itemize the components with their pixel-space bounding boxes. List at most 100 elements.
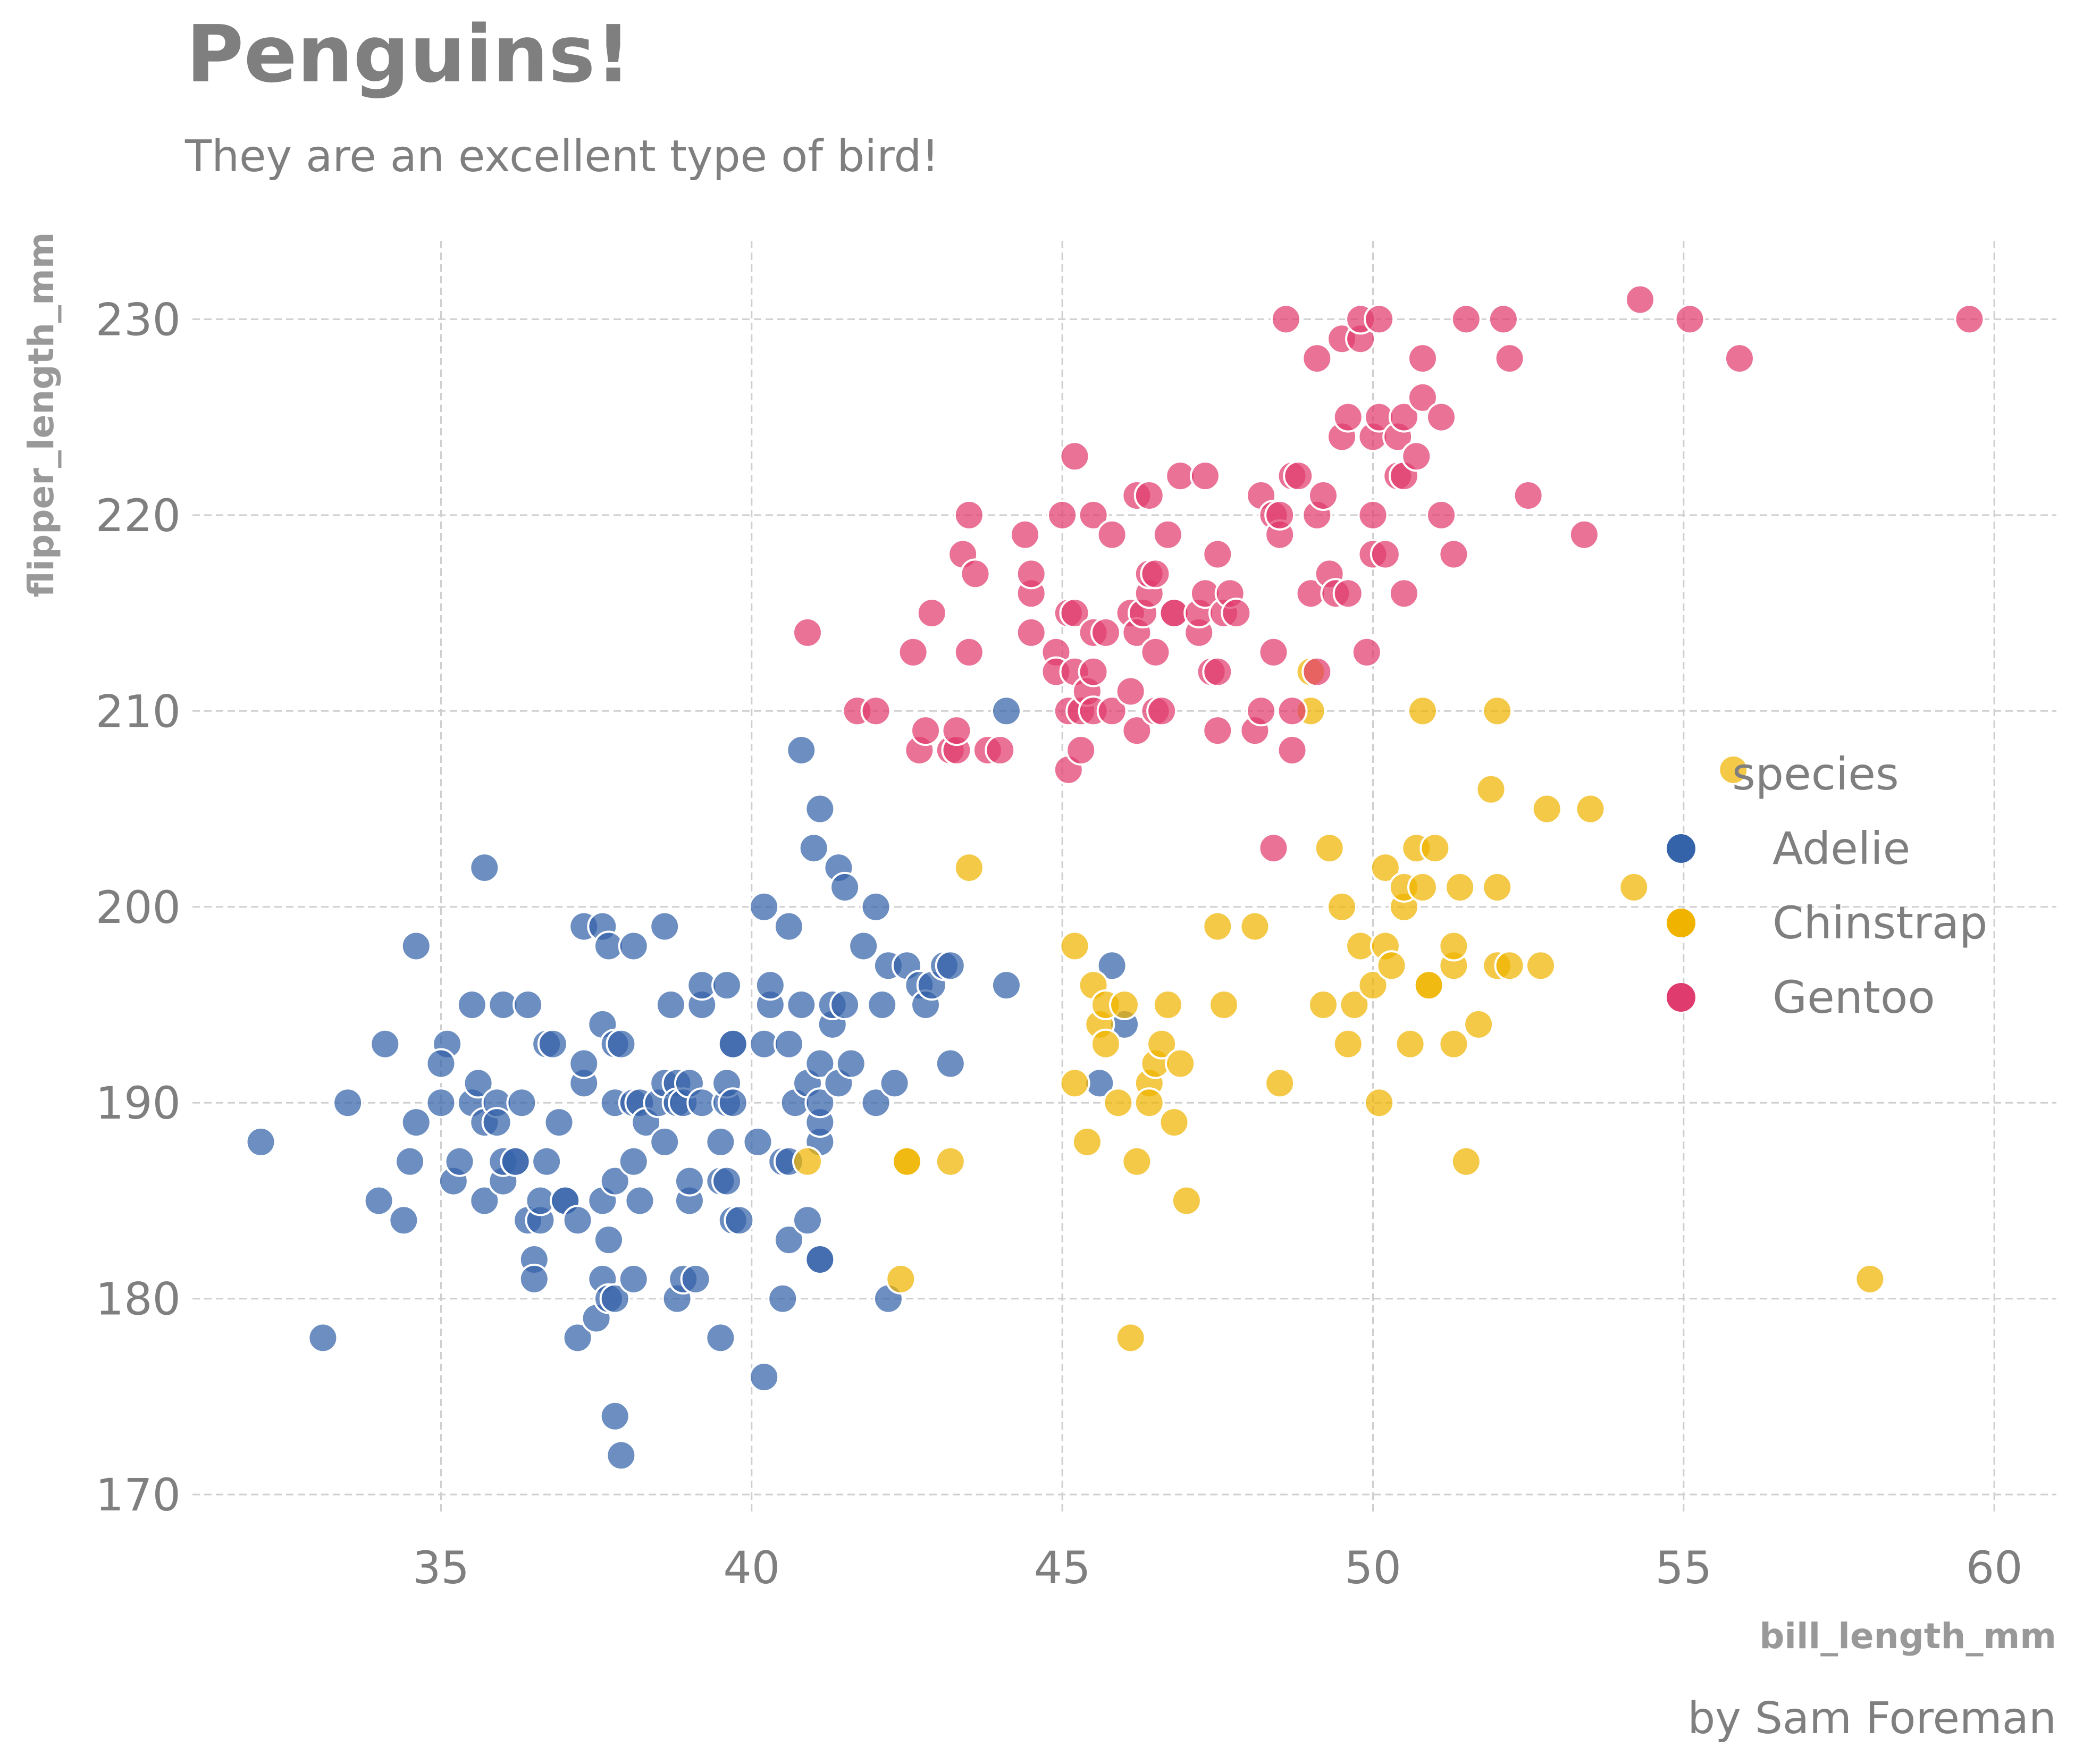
data-point-gentoo (953, 499, 985, 531)
data-point-adelie (649, 1126, 681, 1157)
data-point-gentoo (1426, 499, 1457, 531)
data-point-gentoo (1568, 519, 1600, 550)
data-point-gentoo (1264, 499, 1296, 531)
data-point-gentoo (1140, 558, 1171, 590)
data-point-chinstrap (792, 1146, 823, 1177)
data-point-chinstrap (1121, 1146, 1153, 1177)
data-point-adelie (935, 950, 966, 981)
data-point-adelie (990, 970, 1022, 1001)
data-point-adelie (786, 989, 817, 1020)
data-point-adelie (469, 1185, 500, 1216)
data-point-adelie (935, 1048, 966, 1079)
data-point-chinstrap (1413, 970, 1444, 1001)
data-point-adelie (425, 1048, 457, 1079)
data-point-adelie (537, 1028, 568, 1060)
data-point-gentoo (960, 558, 991, 590)
data-point-adelie (754, 970, 786, 1001)
data-point-chinstrap (1090, 1028, 1121, 1060)
data-point-chinstrap (1264, 1068, 1296, 1099)
data-point-gentoo (953, 636, 985, 668)
data-point-adelie (742, 1126, 774, 1157)
y-axis-tick-labels: 170 180 190 200 210 220 230 (96, 293, 181, 1521)
data-point-gentoo (1674, 304, 1706, 335)
data-point-adelie (388, 1205, 419, 1236)
data-point-adelie (245, 1126, 276, 1157)
data-point-gentoo (1426, 401, 1457, 433)
x-axis-label: bill_length_mm (1759, 1616, 2056, 1657)
data-point-gentoo (1270, 304, 1301, 335)
data-point-adelie (767, 1283, 799, 1314)
data-point-adelie (500, 1146, 531, 1177)
data-point-gentoo (1059, 598, 1090, 629)
legend-label-gentoo: Gentoo (1772, 971, 1935, 1023)
data-point-adelie (481, 1107, 513, 1138)
data-point-chinstrap (1482, 695, 1513, 727)
legend-label-adelie: Adelie (1772, 822, 1910, 875)
data-point-adelie (786, 735, 817, 766)
data-point-chinstrap (1133, 1087, 1165, 1119)
data-point-gentoo (1090, 617, 1121, 648)
data-point-gentoo (792, 617, 823, 648)
data-point-adelie (724, 1205, 755, 1236)
data-point-adelie (562, 1322, 593, 1354)
data-point-adelie (463, 1068, 494, 1099)
legend-marker-gentoo (1667, 983, 1695, 1012)
data-point-adelie (860, 1087, 892, 1119)
data-point-chinstrap (1531, 793, 1562, 825)
data-point-adelie (804, 1244, 836, 1275)
data-point-chinstrap (1158, 1107, 1190, 1138)
data-point-adelie (568, 1048, 600, 1079)
data-point-chinstrap (1307, 989, 1339, 1020)
data-point-gentoo (916, 598, 947, 629)
data-point-chinstrap (1394, 1028, 1426, 1060)
data-point-adelie (469, 852, 500, 884)
data-point-adelie (307, 1322, 339, 1354)
data-point-adelie (593, 1224, 625, 1256)
chart-title: Penguins! (186, 9, 631, 100)
data-point-chinstrap (1339, 989, 1370, 1020)
data-point-chinstrap (1171, 1185, 1202, 1216)
data-point-adelie (792, 1205, 823, 1236)
data-point-chinstrap (1071, 1126, 1103, 1157)
data-point-chinstrap (1103, 1087, 1134, 1119)
data-point-gentoo (897, 636, 929, 668)
data-point-adelie (860, 891, 892, 922)
data-point-adelie (394, 1146, 426, 1177)
data-point-gentoo (1283, 460, 1314, 492)
data-point-adelie (749, 1362, 780, 1393)
data-point-chinstrap (1575, 793, 1606, 825)
legend-marker-adelie (1667, 834, 1695, 863)
x-tick-label: 45 (1034, 1542, 1091, 1594)
data-point-chinstrap (1370, 852, 1401, 884)
data-point-adelie (363, 1185, 394, 1216)
x-axis-tick-labels: 35 40 45 50 55 60 (413, 1542, 2023, 1594)
data-point-gentoo (1332, 401, 1364, 433)
data-point-gentoo (1357, 499, 1389, 531)
data-point-gentoo (1407, 382, 1438, 413)
data-point-gentoo (1494, 343, 1525, 374)
data-point-gentoo (1724, 343, 1755, 374)
data-point-adelie (829, 989, 861, 1020)
y-tick-label: 220 (96, 490, 181, 542)
data-point-chinstrap (1475, 774, 1507, 805)
data-point-gentoo (1047, 499, 1078, 531)
data-point-adelie (680, 1263, 711, 1295)
y-tick-label: 180 (96, 1273, 181, 1325)
data-point-gentoo (1258, 833, 1289, 864)
data-point-adelie (867, 989, 898, 1020)
chart-caption: by Sam Foreman (1687, 1693, 2056, 1744)
x-tick-label: 55 (1655, 1542, 1712, 1594)
y-tick-label: 230 (96, 293, 181, 346)
y-tick-label: 200 (96, 881, 181, 934)
data-point-gentoo (1015, 558, 1047, 590)
data-point-gentoo (1096, 519, 1128, 550)
data-point-adelie (531, 1146, 562, 1177)
data-point-gentoo (1307, 480, 1339, 511)
data-point-gentoo (985, 735, 1016, 766)
y-axis-label: flipper_length_mm (21, 232, 62, 597)
data-point-gentoo (1258, 636, 1289, 668)
data-point-gentoo (1438, 539, 1469, 570)
data-point-gentoo (1115, 676, 1146, 707)
legend-title: species (1732, 748, 1899, 800)
